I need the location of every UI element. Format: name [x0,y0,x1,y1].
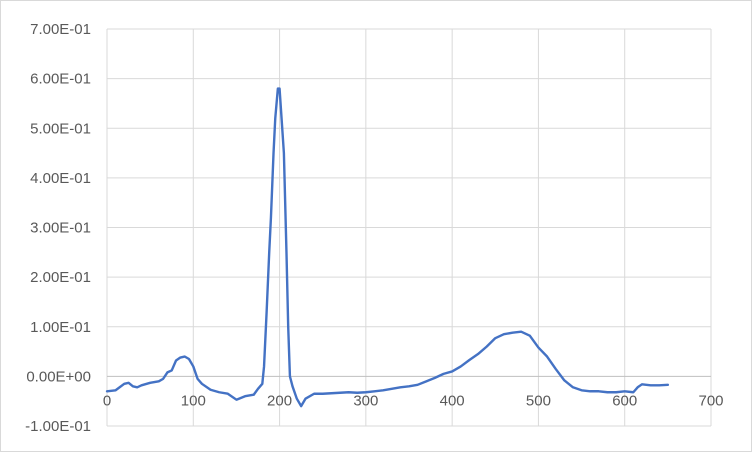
y-tick-label-2: 5.00E-01 [30,120,91,137]
x-tick-label-2: 200 [267,392,292,409]
x-tick-labels: 0 100 200 300 400 500 600 700 [103,392,724,409]
y-tick-label-1: 6.00E-01 [30,71,91,88]
x-tick-label-3: 300 [353,392,378,409]
series-line-0 [105,87,670,408]
y-tick-label-3: 4.00E-01 [30,170,91,187]
y-tick-label-7: 0.00E+00 [26,368,91,385]
x-tick-label-5: 500 [526,392,551,409]
y-tick-label-4: 3.00E-01 [30,220,91,237]
series-layer [105,87,670,408]
y-tick-label-5: 2.00E-01 [30,269,91,286]
y-tick-labels: 7.00E-01 6.00E-01 5.00E-01 4.00E-01 3.00E-01… [25,21,91,435]
y-tick-label-8: -1.00E-01 [25,418,91,435]
x-tick-label-0: 0 [103,392,111,409]
x-tick-label-1: 100 [181,392,206,409]
x-tick-label-7: 700 [698,392,723,409]
y-tick-label-0: 7.00E-01 [30,21,91,38]
x-tick-label-6: 600 [612,392,637,409]
gridlines [106,28,712,427]
x-tick-label-4: 400 [440,392,465,409]
y-tick-label-6: 1.00E-01 [30,319,91,336]
